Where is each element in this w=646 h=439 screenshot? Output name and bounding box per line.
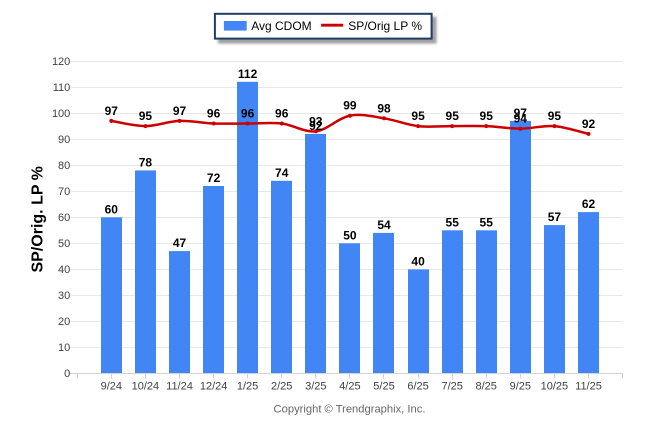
- svg-text:70: 70: [58, 186, 70, 198]
- svg-text:11/25: 11/25: [575, 381, 602, 393]
- svg-text:12/24: 12/24: [200, 381, 228, 393]
- svg-text:97: 97: [105, 104, 119, 118]
- svg-text:3/25: 3/25: [305, 381, 326, 393]
- svg-text:10: 10: [58, 342, 70, 354]
- svg-text:6/25: 6/25: [407, 381, 428, 393]
- svg-text:95: 95: [139, 109, 153, 123]
- svg-text:100: 100: [52, 108, 70, 120]
- svg-text:Copyright © Trendgraphix, Inc.: Copyright © Trendgraphix, Inc.: [274, 404, 426, 416]
- svg-text:55: 55: [446, 215, 460, 229]
- svg-text:93: 93: [309, 114, 323, 128]
- svg-text:54: 54: [377, 218, 391, 232]
- svg-text:99: 99: [343, 99, 357, 113]
- svg-text:80: 80: [58, 160, 70, 172]
- svg-text:SP/Orig LP %: SP/Orig LP %: [348, 19, 422, 33]
- svg-text:95: 95: [411, 109, 425, 123]
- svg-text:95: 95: [446, 109, 460, 123]
- svg-text:10/25: 10/25: [541, 381, 569, 393]
- svg-text:97: 97: [514, 106, 528, 120]
- svg-text:50: 50: [343, 228, 357, 242]
- svg-text:50: 50: [58, 238, 70, 250]
- svg-text:55: 55: [480, 215, 494, 229]
- svg-text:98: 98: [377, 101, 391, 115]
- svg-text:95: 95: [480, 109, 494, 123]
- svg-text:11/24: 11/24: [166, 381, 193, 393]
- svg-text:2/25: 2/25: [271, 381, 292, 393]
- svg-text:96: 96: [275, 107, 289, 121]
- svg-text:92: 92: [582, 117, 596, 131]
- svg-text:96: 96: [207, 107, 221, 121]
- svg-text:112: 112: [238, 67, 258, 81]
- svg-text:96: 96: [241, 107, 255, 121]
- svg-text:7/25: 7/25: [441, 381, 462, 393]
- svg-text:95: 95: [548, 109, 562, 123]
- svg-text:40: 40: [411, 254, 425, 268]
- svg-text:30: 30: [58, 290, 70, 302]
- svg-text:92: 92: [309, 119, 323, 133]
- svg-text:78: 78: [139, 155, 153, 169]
- svg-text:1/25: 1/25: [237, 381, 258, 393]
- svg-text:60: 60: [105, 202, 119, 216]
- svg-text:Avg CDOM: Avg CDOM: [251, 19, 311, 33]
- svg-text:SP/Orig. LP %: SP/Orig. LP %: [30, 166, 47, 272]
- svg-text:8/25: 8/25: [475, 381, 496, 393]
- svg-text:74: 74: [275, 166, 289, 180]
- svg-text:60: 60: [58, 212, 70, 224]
- svg-text:0: 0: [64, 368, 70, 380]
- svg-text:62: 62: [582, 197, 596, 211]
- svg-text:72: 72: [207, 171, 221, 185]
- svg-text:9/25: 9/25: [510, 381, 531, 393]
- svg-text:5/25: 5/25: [373, 381, 394, 393]
- svg-text:97: 97: [173, 104, 187, 118]
- svg-text:10/24: 10/24: [132, 381, 160, 393]
- svg-text:110: 110: [53, 82, 71, 94]
- svg-text:40: 40: [58, 264, 70, 276]
- svg-text:57: 57: [548, 210, 562, 224]
- svg-text:4/25: 4/25: [339, 381, 360, 393]
- svg-text:47: 47: [173, 236, 187, 250]
- svg-text:94: 94: [514, 112, 528, 126]
- svg-text:9/24: 9/24: [101, 381, 122, 393]
- svg-text:20: 20: [58, 316, 70, 328]
- svg-text:90: 90: [58, 134, 70, 146]
- svg-text:120: 120: [52, 56, 70, 68]
